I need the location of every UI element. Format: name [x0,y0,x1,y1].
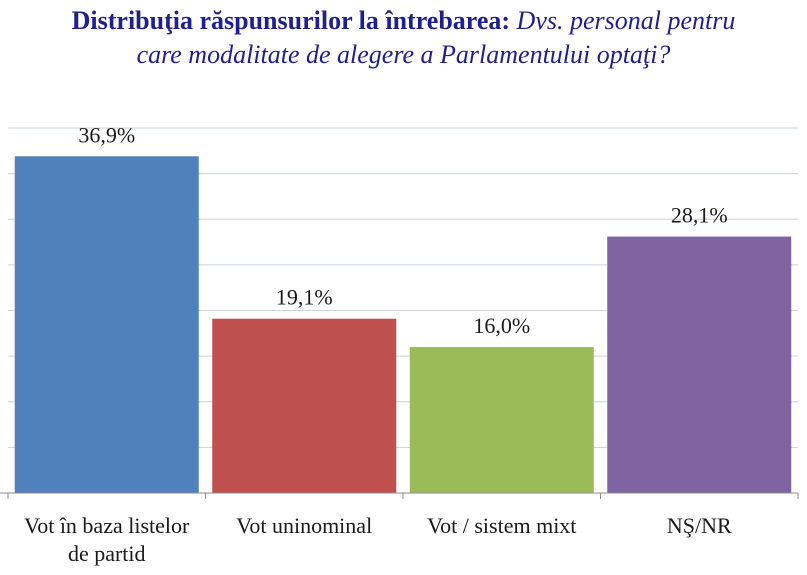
category-label: Vot / sistem mixt [427,513,577,538]
bar [212,318,397,493]
data-label: 16,0% [473,313,530,338]
bar [607,236,792,493]
bar [409,347,594,493]
data-label: 19,1% [276,285,333,310]
bars [14,156,792,493]
category-label: NŞ/NR [666,513,732,538]
title-bold: Distribuţia răspunsurilor la întrebarea: [71,6,511,35]
x-axis [0,492,799,499]
bar [14,156,199,493]
title-italic-line2: care modalitate de alegere a Parlamentul… [136,40,671,69]
data-label: 36,9% [78,122,135,147]
category-label: Vot uninominal [236,513,373,538]
data-label: 28,1% [671,203,728,228]
data-labels: 36,9% 19,1% 16,0% 28,1% [78,122,727,338]
chart-title: Distribuţia răspunsurilor la întrebarea:… [0,4,807,72]
category-label: Vot în baza listelor de partid [24,513,190,566]
title-italic-line1: Dvs. personal pentru [516,6,736,35]
